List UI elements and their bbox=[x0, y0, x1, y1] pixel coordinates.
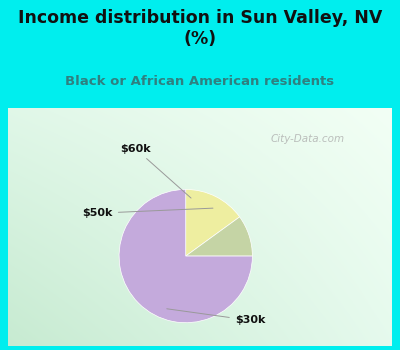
Wedge shape bbox=[186, 217, 252, 256]
Text: $30k: $30k bbox=[167, 309, 265, 325]
Wedge shape bbox=[186, 189, 240, 256]
Text: $60k: $60k bbox=[120, 144, 191, 198]
Text: Income distribution in Sun Valley, NV
(%): Income distribution in Sun Valley, NV (%… bbox=[18, 9, 382, 48]
Text: $50k: $50k bbox=[82, 208, 213, 218]
Text: Black or African American residents: Black or African American residents bbox=[66, 75, 334, 88]
Text: City-Data.com: City-Data.com bbox=[270, 134, 344, 145]
Wedge shape bbox=[119, 189, 252, 323]
